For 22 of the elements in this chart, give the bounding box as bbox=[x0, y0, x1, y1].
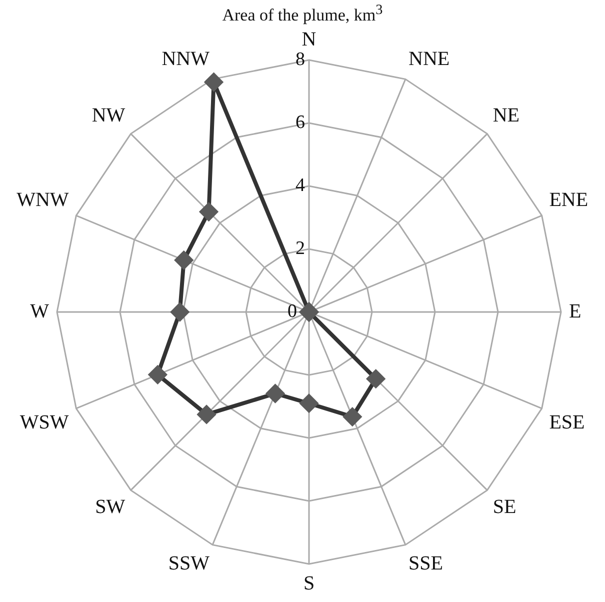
spoke-label: SSW bbox=[168, 552, 210, 574]
spoke-label: NNE bbox=[408, 48, 450, 70]
spoke-label: WSW bbox=[20, 412, 69, 434]
chart-title: Area of the plume, km$^{3}$ bbox=[221, 2, 384, 26]
spoke-label: N bbox=[302, 28, 316, 50]
spoke-label: W bbox=[30, 300, 50, 322]
y-tick-label: 4 bbox=[296, 174, 306, 196]
spoke-label: NW bbox=[92, 104, 126, 126]
spoke-label: SW bbox=[95, 496, 126, 518]
spoke-label: ENE bbox=[549, 188, 588, 211]
spoke-label: SSE bbox=[408, 552, 443, 574]
y-tick-label: 8 bbox=[296, 48, 305, 70]
y-tick-label: 6 bbox=[296, 112, 305, 133]
spoke-label: ESE bbox=[549, 412, 585, 434]
spoke-label: E bbox=[569, 300, 582, 322]
y-tick-label: 2 bbox=[296, 238, 305, 259]
spoke-label: SE bbox=[492, 496, 516, 518]
y-tick-label: 0 bbox=[288, 300, 297, 322]
spoke-label: WNW bbox=[16, 188, 69, 211]
spoke-label: NNW bbox=[162, 48, 210, 70]
spoke-label: NE bbox=[492, 104, 520, 126]
spoke-label: S bbox=[303, 572, 315, 594]
